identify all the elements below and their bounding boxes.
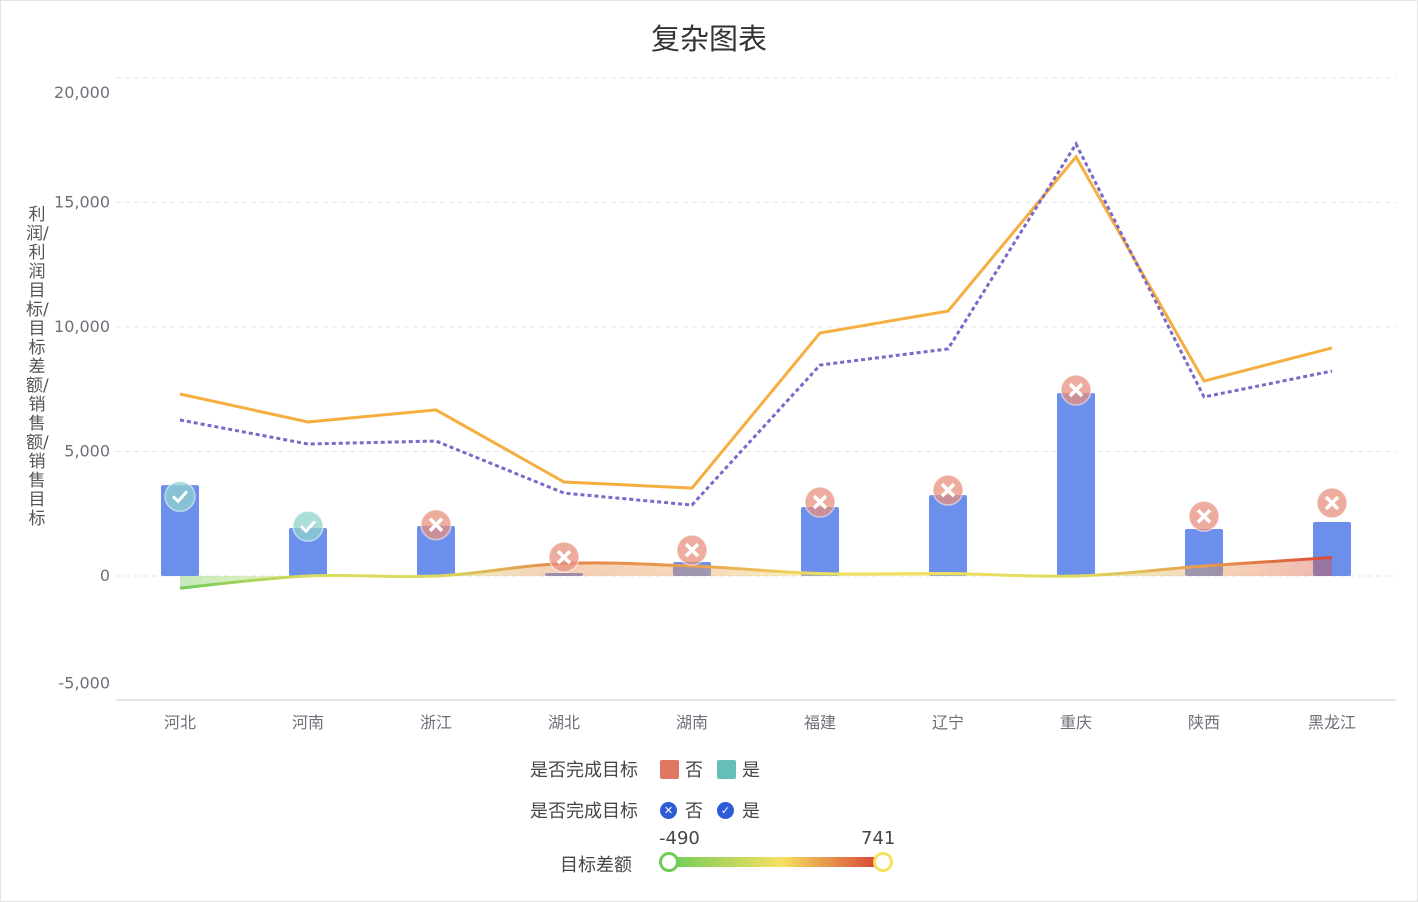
legend-item-yes[interactable]: 是 bbox=[717, 756, 760, 782]
visual-map-max-label: 741 bbox=[861, 828, 896, 849]
legend-swatch bbox=[717, 759, 736, 779]
check-glyph bbox=[171, 490, 189, 504]
x-tick-label: 河北 bbox=[164, 713, 196, 732]
legend-label: 否 bbox=[685, 801, 703, 822]
x-tick-label: 重庆 bbox=[1060, 713, 1092, 732]
profit-bar bbox=[1057, 392, 1095, 576]
profit-bar bbox=[289, 527, 327, 576]
legend-item-yes[interactable]: ✓ 是 bbox=[717, 797, 760, 823]
legend-achieved-markers: 是否完成目标 ✕ 否 ✓ 是 bbox=[498, 797, 774, 823]
legend-achieved-bars: 是否完成目标 否 是 bbox=[498, 756, 774, 782]
x-glyph bbox=[556, 549, 572, 565]
x-tick-label: 湖南 bbox=[676, 713, 708, 732]
visual-map-max-handle[interactable] bbox=[873, 852, 893, 872]
profit-bar bbox=[417, 525, 455, 576]
profit-bar bbox=[801, 507, 839, 576]
visual-map-gradient-bar bbox=[668, 857, 875, 867]
check-circle-icon: ✓ bbox=[717, 801, 734, 819]
visual-map-min-label: -490 bbox=[659, 828, 700, 849]
legend-item-no[interactable]: ✕ 否 bbox=[660, 797, 703, 823]
x-marker-icon bbox=[548, 541, 580, 573]
x-glyph bbox=[684, 542, 700, 558]
legend-title: 是否完成目标 bbox=[530, 801, 638, 822]
target-diff-area bbox=[180, 557, 1332, 589]
visual-map-min-handle[interactable] bbox=[659, 852, 679, 872]
x-glyph bbox=[428, 517, 444, 532]
x-tick-label: 陕西 bbox=[1188, 713, 1220, 732]
x-glyph bbox=[940, 482, 956, 498]
x-tick-label: 浙江 bbox=[420, 713, 452, 732]
x-marker-icon bbox=[804, 486, 836, 518]
x-tick-label: 福建 bbox=[804, 713, 836, 732]
x-tick-label: 辽宁 bbox=[932, 713, 964, 732]
marker-circle bbox=[164, 480, 196, 513]
x-circle-icon: ✕ bbox=[660, 801, 677, 819]
y-tick-label: 0 bbox=[100, 566, 110, 585]
x-marker-icon bbox=[932, 474, 964, 506]
legend-item-no[interactable]: 否 bbox=[660, 756, 703, 782]
chart-title: 复杂图表 bbox=[650, 22, 767, 56]
check-glyph bbox=[299, 520, 317, 534]
x-marker-icon bbox=[1060, 374, 1092, 406]
marker-circle bbox=[292, 510, 324, 542]
legend-label: 是 bbox=[742, 801, 760, 822]
x-tick-label: 湖北 bbox=[548, 713, 580, 732]
x-marker-icon bbox=[420, 508, 452, 541]
x-glyph bbox=[812, 494, 828, 510]
x-tick-label: 河南 bbox=[292, 713, 324, 732]
sales-line bbox=[179, 154, 1333, 490]
check-marker-icon bbox=[164, 480, 196, 513]
legend-title: 是否完成目标 bbox=[530, 760, 638, 781]
legend-swatch bbox=[660, 759, 679, 779]
legend-label: 否 bbox=[685, 760, 703, 781]
x-glyph bbox=[1068, 382, 1084, 398]
target-diff-line bbox=[179, 556, 1333, 590]
x-glyph bbox=[1196, 509, 1212, 524]
y-tick-label: 15,000 bbox=[54, 193, 110, 212]
check-marker-icon bbox=[292, 510, 324, 542]
sales-target-line bbox=[179, 140, 1333, 507]
visual-map: 目标差额 -490 741 bbox=[560, 828, 900, 888]
y-axis-label: 利润/利润目标/目标差额/销售额/销售目标 bbox=[26, 205, 49, 529]
x-marker-icon bbox=[1188, 500, 1220, 532]
y-tick-label: 20,000 bbox=[54, 83, 110, 102]
x-glyph bbox=[1324, 495, 1340, 511]
x-tick-label: 黑龙江 bbox=[1308, 713, 1356, 732]
visual-map-title: 目标差额 bbox=[560, 855, 632, 876]
x-marker-icon bbox=[676, 534, 708, 566]
y-tick-label: 10,000 bbox=[54, 317, 110, 336]
y-tick-label: -5,000 bbox=[58, 674, 110, 693]
x-marker-icon bbox=[1316, 487, 1348, 519]
y-tick-label: 5,000 bbox=[64, 442, 110, 461]
profit-bar bbox=[929, 495, 967, 576]
legend-label: 是 bbox=[742, 760, 760, 781]
